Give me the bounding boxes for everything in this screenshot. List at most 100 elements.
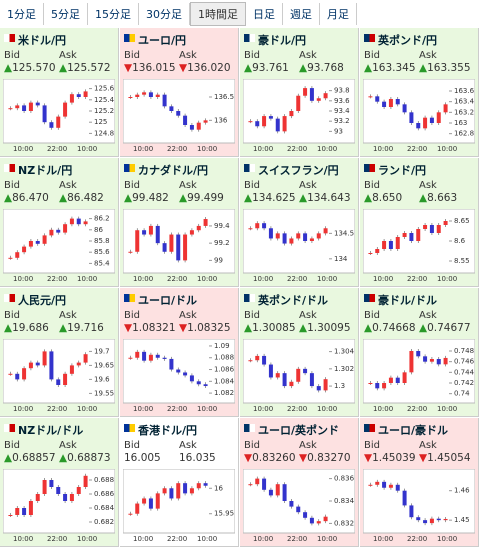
- flag-icon: [4, 424, 15, 432]
- bid-value: ▲125.570: [4, 62, 56, 74]
- y-tick-label: 0.688: [94, 476, 114, 484]
- candle: [148, 92, 153, 97]
- candle: [169, 488, 174, 499]
- trend-arrow: ▼: [419, 452, 428, 464]
- currency-panel[interactable]: 豪ドル/円 Bid ▲93.761 Ask ▲93.768 93.8 93.6 93.4 93.…: [240, 28, 359, 157]
- flag-icon: [364, 424, 375, 432]
- candle: [63, 102, 68, 117]
- candle: [296, 95, 301, 111]
- pair-name[interactable]: 豪ドル/円: [258, 34, 307, 47]
- currency-panel[interactable]: カナダドル/円 Bid ▲99.482 Ask ▲99.499 99.4 99.2 99 10:…: [120, 158, 239, 287]
- candle: [189, 488, 194, 494]
- trend-arrow: ▲: [59, 62, 68, 74]
- y-tick-label: 99: [214, 256, 223, 264]
- currency-panel[interactable]: スイスフラン/円 Bid ▲134.625 Ask ▲134.643 134.5 134 10…: [240, 158, 359, 287]
- currency-panel[interactable]: 豪ドル/ドル Bid ▲0.74668 Ask ▲0.74677 0.748 0.746 0.…: [360, 288, 479, 417]
- pair-name[interactable]: スイスフラン/円: [258, 164, 339, 177]
- ask-value: ▼1.08325: [179, 322, 231, 334]
- timeframe-tab[interactable]: 週足: [283, 3, 320, 25]
- y-tick-label: 1.45: [454, 516, 470, 524]
- candle: [183, 483, 188, 494]
- x-tick-label: 10:00: [13, 535, 33, 543]
- currency-panel[interactable]: ランド/円 Bid ▲8.650 Ask ▲8.663 8.65 8.6 8.55 10:00 2…: [360, 158, 479, 287]
- currency-panel[interactable]: 香港ドル/円 Bid 16.005 Ask 16.035 16 15.95 10:00 22:0…: [120, 418, 239, 547]
- mini-chart: 8.65 8.6 8.55 10:00 22:00 10:00: [363, 209, 475, 283]
- candle: [35, 241, 40, 244]
- pair-name[interactable]: ユーロ/円: [138, 34, 187, 47]
- pair-name[interactable]: 豪ドル/ドル: [378, 294, 438, 307]
- currency-panel[interactable]: ユーロ/豪ドル Bid ▼1.45039 Ask ▼1.45054 1.46 1.45 10:…: [360, 418, 479, 547]
- candle: [83, 354, 88, 363]
- pair-name[interactable]: 人民元/円: [18, 294, 67, 307]
- x-tick-label: 10:00: [133, 275, 153, 283]
- mini-chart: 99.4 99.2 99 10:00 22:00 10:00: [123, 209, 235, 283]
- candle: [416, 517, 421, 521]
- timeframe-tab[interactable]: 月足: [320, 3, 357, 25]
- candle: [323, 228, 328, 234]
- candle: [142, 351, 147, 361]
- timeframe-tab[interactable]: 5分足: [44, 3, 88, 25]
- bid-price: 19.686: [12, 322, 49, 334]
- chart-frame: [3, 209, 115, 274]
- ask-value: ▲163.355: [419, 62, 471, 74]
- pair-name[interactable]: ユーロ/豪ドル: [378, 424, 449, 437]
- pair-name[interactable]: 米ドル/円: [18, 34, 67, 47]
- trend-arrow: ▲: [4, 62, 13, 74]
- candle: [28, 102, 33, 111]
- currency-panel[interactable]: 英ポンド/円 Bid ▲163.345 Ask ▲163.355 163.6 163.4 16…: [360, 28, 479, 157]
- candle: [262, 116, 267, 127]
- candle: [155, 94, 160, 97]
- currency-panel[interactable]: 米ドル/円 Bid ▲125.570 Ask ▲125.572 125.6 125.4 125…: [0, 28, 119, 157]
- pair-name[interactable]: NZドル/円: [18, 164, 73, 177]
- ask-label: Ask: [179, 310, 197, 321]
- currency-panel[interactable]: ユーロ/ドル Bid ▼1.08321 Ask ▼1.08325 1.09 1.088 1.0…: [120, 288, 239, 417]
- candle: [83, 221, 88, 225]
- pair-name[interactable]: カナダドル/円: [138, 164, 209, 177]
- candle: [63, 224, 68, 233]
- candle: [323, 379, 328, 391]
- timeframe-tab[interactable]: 30分足: [139, 3, 190, 25]
- candle: [429, 225, 434, 233]
- mini-chart: 0.688 0.686 0.684 0.682 10:00 22:00 10:00: [3, 469, 115, 543]
- candle: [296, 506, 301, 513]
- candle: [275, 484, 280, 496]
- pair-name[interactable]: 香港ドル/円: [138, 424, 198, 437]
- candle: [382, 383, 387, 389]
- pair-name[interactable]: ユーロ/ドル: [138, 294, 198, 307]
- candle: [368, 484, 373, 486]
- candle: [42, 480, 47, 494]
- currency-panel[interactable]: ユーロ/英ポンド Bid ▼0.83260 Ask ▼0.83270 0.836 0.834…: [240, 418, 359, 547]
- candle: [49, 122, 54, 128]
- bid-price: 136.015: [132, 62, 176, 74]
- y-tick-label: 93.6: [334, 97, 350, 105]
- candle: [56, 379, 61, 385]
- candle: [255, 121, 260, 127]
- currency-panel[interactable]: NZドル/円 Bid ▲86.470 Ask ▲86.482 86.2 86 85.8 85.6…: [0, 158, 119, 287]
- candle: [35, 494, 40, 501]
- currency-panel[interactable]: 英ポンド/ドル Bid ▲1.30085 Ask ▲1.30095 1.304 1.302 1…: [240, 288, 359, 417]
- pair-name[interactable]: ユーロ/英ポンド: [258, 424, 340, 437]
- ask-value: ▼1.45054: [419, 452, 471, 464]
- y-tick-label: 93.4: [334, 107, 350, 115]
- trend-arrow: ▲: [4, 322, 13, 334]
- currency-panel[interactable]: ユーロ/円 Bid ▼136.015 Ask ▼136.020 136.5 136 10:00…: [120, 28, 239, 157]
- y-tick-label: 134.5: [334, 229, 354, 237]
- candle: [162, 94, 167, 107]
- bid-label: Bid: [244, 180, 260, 191]
- pair-name[interactable]: 英ポンド/ドル: [258, 294, 329, 307]
- y-tick-label: 0.686: [94, 490, 115, 498]
- currency-panel[interactable]: NZドル/ドル Bid ▲0.68857 Ask ▲0.68873 0.688 0.686 0…: [0, 418, 119, 547]
- pair-name[interactable]: ランド/円: [378, 164, 427, 177]
- timeframe-tab[interactable]: 15分足: [88, 3, 139, 25]
- candle: [255, 223, 260, 229]
- timeframe-tab[interactable]: 1分足: [0, 3, 44, 25]
- y-tick-label: 99.4: [214, 222, 230, 230]
- timeframe-tab[interactable]: 日足: [246, 3, 283, 25]
- timeframe-tab[interactable]: 1時間足: [190, 2, 246, 26]
- pair-name[interactable]: 英ポンド/円: [378, 34, 438, 47]
- pair-name[interactable]: NZドル/ドル: [18, 424, 84, 437]
- ask-value: ▲99.499: [179, 192, 224, 204]
- y-tick-label: 162.8: [454, 130, 474, 138]
- currency-panel[interactable]: 人民元/円 Bid ▲19.686 Ask ▲19.716 19.7 19.65 19.6 19…: [0, 288, 119, 417]
- flag-icon: [244, 424, 255, 432]
